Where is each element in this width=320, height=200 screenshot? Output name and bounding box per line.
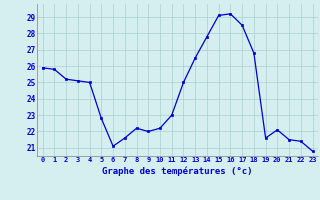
X-axis label: Graphe des températures (°c): Graphe des températures (°c) (102, 166, 253, 176)
